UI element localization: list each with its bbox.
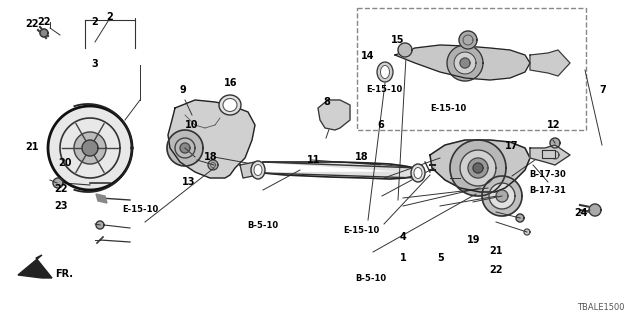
Polygon shape <box>460 150 496 186</box>
Polygon shape <box>530 145 570 165</box>
Ellipse shape <box>411 164 425 182</box>
Text: TBALE1500: TBALE1500 <box>577 303 625 312</box>
Polygon shape <box>489 183 515 209</box>
Text: B-5-10: B-5-10 <box>247 221 278 230</box>
Text: E-15-10: E-15-10 <box>430 104 466 113</box>
Ellipse shape <box>223 99 237 111</box>
Text: 2: 2 <box>107 12 113 22</box>
Bar <box>357 8 586 130</box>
Polygon shape <box>74 132 106 164</box>
Text: 1: 1 <box>400 252 406 263</box>
Ellipse shape <box>251 161 265 179</box>
Text: 6: 6 <box>378 120 384 130</box>
Text: E-15-10: E-15-10 <box>366 85 402 94</box>
Polygon shape <box>398 43 412 57</box>
Polygon shape <box>482 176 522 216</box>
Text: 16: 16 <box>223 78 237 88</box>
Text: 13: 13 <box>182 177 196 188</box>
Text: B-17-30: B-17-30 <box>529 170 566 179</box>
Text: 17: 17 <box>505 140 519 151</box>
Text: 2: 2 <box>92 17 98 28</box>
Polygon shape <box>263 162 418 179</box>
Text: 22: 22 <box>489 265 503 276</box>
Text: 9: 9 <box>179 84 186 95</box>
Polygon shape <box>395 45 530 80</box>
Polygon shape <box>167 130 203 166</box>
Text: 12: 12 <box>547 120 561 130</box>
Polygon shape <box>460 58 470 68</box>
Text: 22: 22 <box>54 184 68 194</box>
Polygon shape <box>496 190 508 202</box>
Text: 22: 22 <box>37 17 51 27</box>
Polygon shape <box>180 143 190 153</box>
Ellipse shape <box>254 164 262 175</box>
Text: E-15-10: E-15-10 <box>344 226 380 235</box>
Polygon shape <box>550 138 560 148</box>
Text: FR.: FR. <box>55 269 73 279</box>
Text: 7: 7 <box>600 84 606 95</box>
Polygon shape <box>48 106 132 190</box>
Polygon shape <box>450 140 506 196</box>
Polygon shape <box>468 158 488 178</box>
Polygon shape <box>551 151 559 159</box>
Polygon shape <box>530 50 570 76</box>
Ellipse shape <box>219 95 241 115</box>
Text: 3: 3 <box>92 59 98 69</box>
Text: 21: 21 <box>25 142 39 152</box>
Text: 20: 20 <box>58 158 72 168</box>
Polygon shape <box>516 214 524 222</box>
Text: 23: 23 <box>54 201 68 212</box>
Text: B-17-31: B-17-31 <box>529 186 566 195</box>
Text: 22: 22 <box>25 19 39 29</box>
Ellipse shape <box>377 62 393 82</box>
Text: 15: 15 <box>391 35 405 45</box>
Polygon shape <box>40 29 48 37</box>
Polygon shape <box>82 140 98 156</box>
Polygon shape <box>447 45 483 81</box>
Polygon shape <box>240 162 258 178</box>
Polygon shape <box>542 150 555 158</box>
Polygon shape <box>473 163 483 173</box>
Polygon shape <box>53 178 63 188</box>
Polygon shape <box>96 194 107 203</box>
Text: E-15-10: E-15-10 <box>123 205 159 214</box>
Polygon shape <box>208 160 218 170</box>
Polygon shape <box>454 52 476 74</box>
Polygon shape <box>318 100 350 130</box>
Text: B-5-10: B-5-10 <box>356 274 387 283</box>
Polygon shape <box>459 31 477 49</box>
Polygon shape <box>430 140 530 192</box>
Polygon shape <box>96 221 104 229</box>
Text: 11: 11 <box>307 155 321 165</box>
Text: 14: 14 <box>361 51 375 61</box>
Polygon shape <box>524 229 530 235</box>
Text: 19: 19 <box>467 235 481 245</box>
Polygon shape <box>18 255 52 278</box>
Text: 8: 8 <box>323 97 330 108</box>
Text: 24: 24 <box>574 208 588 218</box>
Polygon shape <box>168 100 255 178</box>
Ellipse shape <box>381 66 390 78</box>
Polygon shape <box>589 204 601 216</box>
Text: 18: 18 <box>355 152 369 162</box>
Text: 18: 18 <box>204 152 218 162</box>
Text: 21: 21 <box>489 246 503 256</box>
Text: 5: 5 <box>437 252 444 263</box>
Text: 10: 10 <box>185 120 199 130</box>
Text: 4: 4 <box>400 232 406 242</box>
Ellipse shape <box>414 167 422 179</box>
